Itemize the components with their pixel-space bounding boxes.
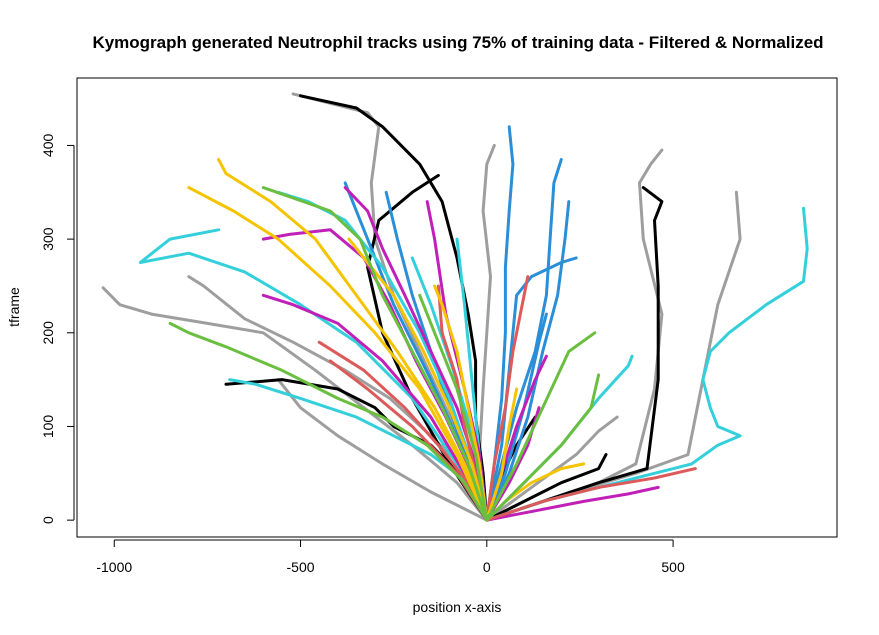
- track-line-43: [347, 237, 489, 522]
- chart-title: Kymograph generated Neutrophil tracks us…: [92, 33, 823, 52]
- track-line-11: [485, 186, 664, 522]
- track-line-51: [485, 331, 597, 522]
- track-line-49: [485, 373, 601, 522]
- track-line-8: [276, 378, 489, 522]
- track-line-17: [485, 200, 571, 522]
- x-axis-label: position x-axis: [413, 599, 502, 615]
- track-line-6: [485, 190, 742, 522]
- y-axis: 0 100 200 300 400: [40, 134, 75, 524]
- track-line-48: [261, 186, 489, 522]
- track-line-1: [101, 286, 489, 522]
- track-line-34: [485, 485, 660, 522]
- track-line-21: [485, 256, 578, 522]
- track-line-14: [485, 453, 608, 522]
- x-tick-label: -1000: [96, 559, 132, 575]
- y-tick-label: 0: [40, 516, 56, 524]
- track-line-7: [485, 415, 619, 522]
- track-line-23: [228, 378, 489, 522]
- y-axis-label: tframe: [6, 287, 22, 327]
- track-line-47: [168, 321, 489, 522]
- x-axis: -1000 -500 0 500: [96, 539, 685, 575]
- x-tick-label: 500: [661, 559, 685, 575]
- track-line-42: [187, 186, 489, 522]
- track-line-44: [433, 284, 489, 522]
- x-tick-label: 0: [483, 559, 491, 575]
- track-line-38: [485, 467, 697, 522]
- y-tick-label: 200: [40, 321, 56, 345]
- track-line-39: [485, 275, 530, 522]
- tracks-layer: [101, 92, 809, 522]
- track-line-46: [485, 387, 519, 522]
- track-line-41: [217, 158, 489, 522]
- x-tick-label: -500: [287, 559, 315, 575]
- y-tick-label: 400: [40, 134, 56, 158]
- y-tick-label: 300: [40, 227, 56, 251]
- track-line-50: [418, 293, 489, 522]
- y-tick-label: 100: [40, 415, 56, 439]
- track-line-22: [485, 206, 809, 522]
- track-line-24: [138, 228, 489, 522]
- plot-frame: [76, 77, 838, 538]
